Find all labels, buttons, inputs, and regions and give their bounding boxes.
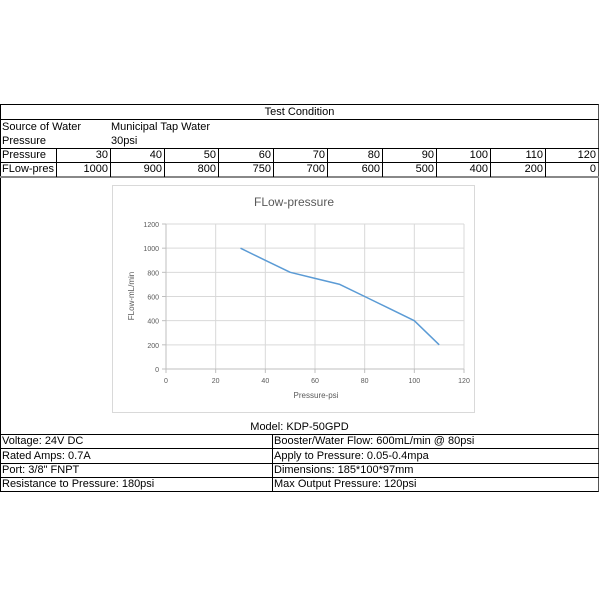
row-label-flow: FLow-pres [2,163,54,175]
pressure-cell: 40 [149,149,162,161]
flow-cell: 900 [143,163,162,175]
pressure-cell: 100 [469,149,488,161]
spec-resistance: Resistance to Pressure: 180psi [2,478,155,490]
pressure-cell: 30 [95,149,108,161]
flow-cell: 700 [306,163,325,175]
chart-gridlines [165,223,465,370]
pressure-cell: 90 [421,149,434,161]
x-tick-label: 100 [408,378,420,385]
divider [0,448,599,449]
x-axis-label: Pressure-psi [294,391,339,400]
divider [56,148,57,177]
x-tick-label: 20 [212,378,220,385]
divider [0,434,599,435]
flow-cell: 0 [589,163,596,175]
spec-sheet [0,104,599,492]
test-condition-title: Test Condition [264,106,335,118]
divider [0,477,599,478]
x-tick-label: 120 [458,378,470,385]
spec-rated-amps: Rated Amps: 0.7A [2,450,91,462]
y-tick-label: 400 [147,319,159,326]
flow-cell: 800 [197,163,216,175]
x-tick-label: 0 [164,378,168,385]
flow-series-line [240,247,440,346]
y-tick-label: 0 [155,367,159,374]
divider [110,148,111,177]
divider [218,148,219,177]
y-tick-label: 800 [147,270,159,277]
flow-cell: 200 [524,163,543,175]
divider [436,148,437,177]
spec-apply-pressure: Apply to Pressure: 0.05-0.4mpa [274,450,429,462]
pressure-cell: 70 [312,149,325,161]
flow-cell: 600 [361,163,380,175]
source-label: Source of Water [2,121,82,133]
divider [0,463,599,464]
y-tick-label: 200 [147,343,159,350]
divider [164,148,165,177]
flow-cell: 750 [252,163,271,175]
pressure-label: Pressure [2,135,47,147]
chart-axes: 0 200 400 600 800 1000 1200 0 20 40 60 80 100 120 [143,222,470,385]
source-value: Municipal Tap Water [111,121,211,133]
flow-cell: 1000 [83,163,108,175]
divider [327,148,328,177]
x-tick-label: 40 [261,378,269,385]
pressure-cell: 50 [203,149,216,161]
y-axis-label: FLow-mL/min [127,272,136,320]
flow-cell: 500 [415,163,434,175]
y-tick-label: 1000 [143,246,159,253]
spec-port: Port: 3/8" FNPT [2,464,80,476]
divider [272,434,273,492]
divider [382,148,383,177]
pressure-value: 30psi [111,135,138,147]
divider [545,148,546,177]
pressure-cell: 60 [258,149,271,161]
divider [0,162,599,163]
spec-booster-flow: Booster/Water Flow: 600mL/min @ 80psi [274,435,475,447]
flow-cell: 400 [469,163,488,175]
divider [0,148,599,149]
divider [273,148,274,177]
x-tick-label: 80 [361,378,369,385]
chart-canvas: 0 200 400 600 800 1000 1200 0 20 40 60 80 100 120 FLo… [127,195,470,400]
divider [0,119,599,120]
x-tick-label: 60 [311,378,319,385]
pressure-cell: 120 [577,149,596,161]
spec-voltage: Voltage: 24V DC [2,435,84,447]
y-tick-label: 600 [147,295,159,302]
divider [0,176,599,178]
divider [490,148,491,177]
row-label-pressure: Pressure [2,149,47,161]
flow-pressure-chart: 0 200 400 600 800 1000 1200 0 20 40 60 80 100 120 FLo… [112,185,475,413]
pressure-cell: 110 [525,149,543,161]
spec-dimensions: Dimensions: 185*100*97mm [274,464,414,476]
chart-title: FLow-pressure [254,195,334,209]
y-tick-label: 1200 [143,222,159,229]
pressure-cell: 80 [367,149,380,161]
spec-max-output: Max Output Pressure: 120psi [274,478,417,490]
model-label: Model: KDP-50GPD [250,421,349,433]
